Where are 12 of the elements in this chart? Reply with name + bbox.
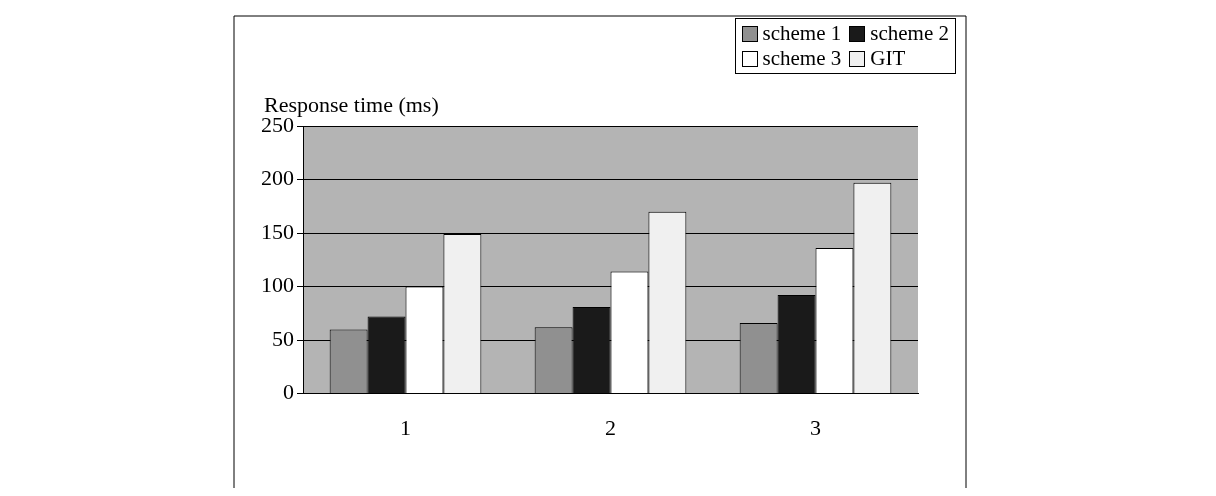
y-tick-label: 200 [261,165,294,191]
x-tick-label: 2 [605,414,616,440]
y-tick-label: 50 [272,325,294,351]
legend-label: scheme 2 [870,21,949,46]
y-tick-label: 100 [261,272,294,298]
y-tick-label: 150 [261,218,294,244]
x-tick-label: 1 [400,414,411,440]
x-tick-label: 3 [810,414,821,440]
legend-label: scheme 1 [762,21,842,46]
y-tick-label: 0 [283,379,294,405]
legend-label: GIT [870,46,906,71]
legend-label: scheme 3 [762,46,842,71]
